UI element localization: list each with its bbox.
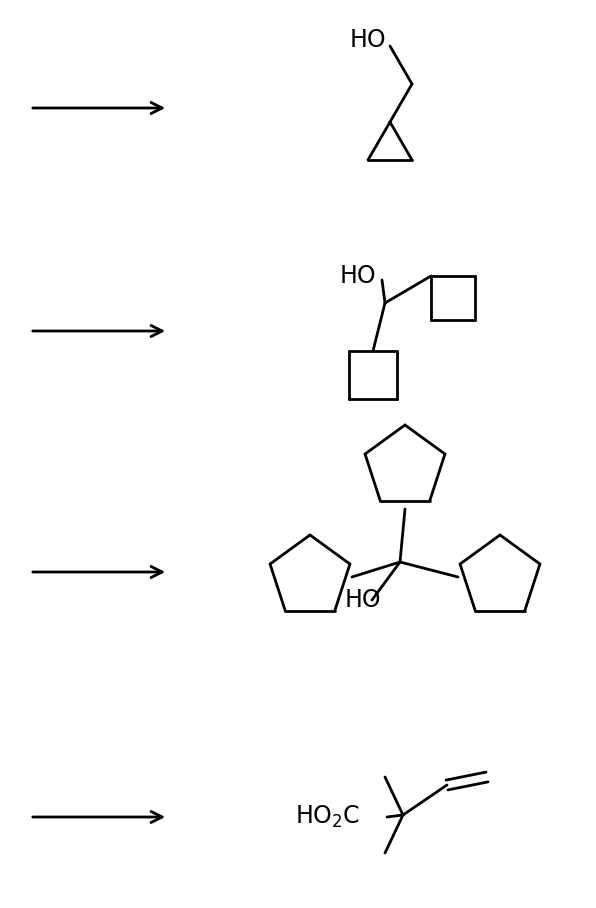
Text: HO: HO <box>350 28 387 52</box>
Text: HO: HO <box>345 588 381 612</box>
Text: HO: HO <box>340 264 377 288</box>
Text: HO$_2$C: HO$_2$C <box>295 804 360 830</box>
